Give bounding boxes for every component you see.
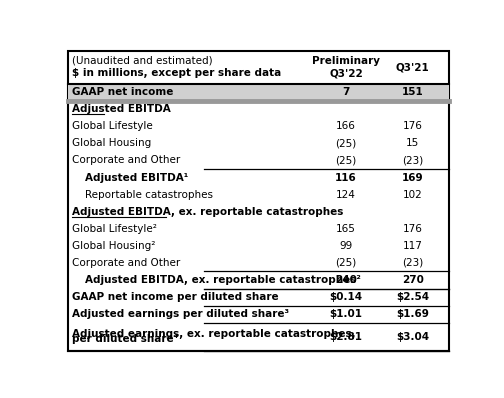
Text: 165: 165 xyxy=(336,224,356,234)
Text: Global Lifestyle: Global Lifestyle xyxy=(72,121,152,131)
Text: (23): (23) xyxy=(402,156,423,166)
Text: GAAP net income per diluted share: GAAP net income per diluted share xyxy=(72,292,278,302)
Text: $2.81: $2.81 xyxy=(330,332,363,341)
Text: Global Lifestyle²: Global Lifestyle² xyxy=(72,224,156,234)
Text: 270: 270 xyxy=(402,275,423,285)
Text: Adjusted EBITDA: Adjusted EBITDA xyxy=(72,104,170,114)
Text: Global Housing: Global Housing xyxy=(72,139,151,148)
Text: $2.54: $2.54 xyxy=(396,292,429,302)
Text: 169: 169 xyxy=(402,173,423,183)
Bar xyxy=(68,84,449,101)
Text: Reportable catastrophes: Reportable catastrophes xyxy=(85,189,213,200)
Text: $3.04: $3.04 xyxy=(396,332,429,341)
Text: 102: 102 xyxy=(403,189,422,200)
Text: (25): (25) xyxy=(336,156,357,166)
Text: $1.69: $1.69 xyxy=(396,309,429,319)
Text: Corporate and Other: Corporate and Other xyxy=(72,156,180,166)
Text: Q3'22: Q3'22 xyxy=(329,68,363,78)
Text: 7: 7 xyxy=(343,87,350,97)
Text: Q3'21: Q3'21 xyxy=(396,62,429,72)
Text: Corporate and Other: Corporate and Other xyxy=(72,258,180,268)
Text: 15: 15 xyxy=(406,139,419,148)
Text: 116: 116 xyxy=(335,173,357,183)
Text: 151: 151 xyxy=(402,87,423,97)
Text: Global Housing²: Global Housing² xyxy=(72,241,155,251)
Text: (25): (25) xyxy=(336,139,357,148)
Text: Adjusted EBITDA, ex. reportable catastrophes: Adjusted EBITDA, ex. reportable catastro… xyxy=(72,207,343,217)
Text: Preliminary: Preliminary xyxy=(312,56,380,66)
Text: Adjusted EBITDA¹: Adjusted EBITDA¹ xyxy=(85,173,188,183)
Text: 166: 166 xyxy=(336,121,356,131)
Text: 176: 176 xyxy=(403,224,422,234)
Text: (23): (23) xyxy=(402,258,423,268)
Text: 176: 176 xyxy=(403,121,422,131)
Text: $1.01: $1.01 xyxy=(330,309,363,319)
Text: (Unaudited and estimated): (Unaudited and estimated) xyxy=(72,56,212,66)
Text: 240: 240 xyxy=(335,275,357,285)
Text: 117: 117 xyxy=(403,241,422,251)
Text: Adjusted earnings, ex. reportable catastrophes,: Adjusted earnings, ex. reportable catast… xyxy=(72,329,355,339)
Text: $ in millions, except per share data: $ in millions, except per share data xyxy=(72,68,281,78)
Text: Adjusted earnings per diluted share³: Adjusted earnings per diluted share³ xyxy=(72,309,289,319)
Text: Adjusted EBITDA, ex. reportable catastrophes²: Adjusted EBITDA, ex. reportable catastro… xyxy=(85,275,361,285)
Text: $0.14: $0.14 xyxy=(330,292,363,302)
Text: per diluted share⁴: per diluted share⁴ xyxy=(72,334,178,344)
Text: GAAP net income: GAAP net income xyxy=(72,87,173,97)
Text: 99: 99 xyxy=(340,241,353,251)
Text: 124: 124 xyxy=(336,189,356,200)
Text: (25): (25) xyxy=(336,258,357,268)
